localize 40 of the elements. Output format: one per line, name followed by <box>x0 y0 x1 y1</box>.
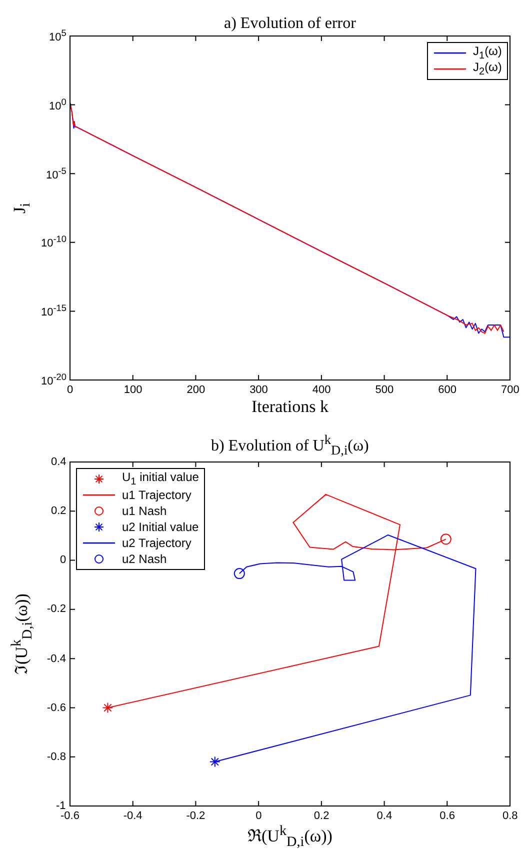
chart-title: a) Evolution of error <box>224 15 356 33</box>
x-tick-label: 0.6 <box>440 810 455 822</box>
y-tick-label: 10$^{-5}$ <box>46 166 66 182</box>
y-tick-label: -0.4 <box>47 652 66 665</box>
x-axis-title: Iterations k <box>252 397 328 417</box>
x-tick-label: -0.2 <box>186 810 206 822</box>
legend-label: u1 Trajectory <box>122 488 192 502</box>
legend-label: u2 Nash <box>122 552 167 566</box>
y-tick-label: -0.8 <box>47 750 66 763</box>
x-tick-label: 100 <box>124 384 142 396</box>
y-tick-label: 10$^{-15}$ <box>41 303 66 319</box>
y-tick-label: 0 <box>60 554 66 566</box>
y-tick-label: -0.6 <box>47 702 66 714</box>
x-tick-label: 400 <box>312 384 331 396</box>
chart-title: b) Evolution of U$^{k}$$_{D,i}$(ω) <box>211 432 369 459</box>
x-tick-label: -0.4 <box>123 810 142 822</box>
legend-label: U$_{1}$ initial value <box>122 470 199 488</box>
y-tick-label: 10$^{5}$ <box>49 28 66 44</box>
x-tick-label: 300 <box>250 384 268 396</box>
legend-label: J$_{1}$(ω) <box>473 44 502 62</box>
y-tick-label: 10$^{0}$ <box>49 96 66 112</box>
x-tick-label: 0.4 <box>376 810 392 822</box>
x-tick-label: 500 <box>375 384 394 396</box>
legend-label: u2 Trajectory <box>122 536 192 550</box>
legend-label: J$_{2}$(ω) <box>473 60 502 78</box>
x-tick-label: 700 <box>501 384 520 396</box>
y-tick-label: 10$^{-20}$ <box>41 372 66 388</box>
y-tick-label: 0.2 <box>51 505 66 518</box>
x-tick-label: 0.2 <box>314 810 330 822</box>
legend-label: u1 Nash <box>122 504 167 518</box>
x-tick-label: 0 <box>256 810 262 822</box>
y-tick-label: 10$^{-10}$ <box>41 234 66 250</box>
legend-label: u2 Initial value <box>122 520 199 534</box>
y-tick-label: 0.4 <box>51 456 66 468</box>
y-tick-label: -1 <box>56 800 66 812</box>
y-tick-label: -0.2 <box>47 603 66 616</box>
x-axis-title: ℜ(U$^{k}$$_{D,i}$(ω)) <box>248 823 332 852</box>
x-tick-label: 200 <box>186 384 206 396</box>
x-tick-label: 600 <box>438 384 456 396</box>
x-tick-label: 0.8 <box>502 810 518 822</box>
